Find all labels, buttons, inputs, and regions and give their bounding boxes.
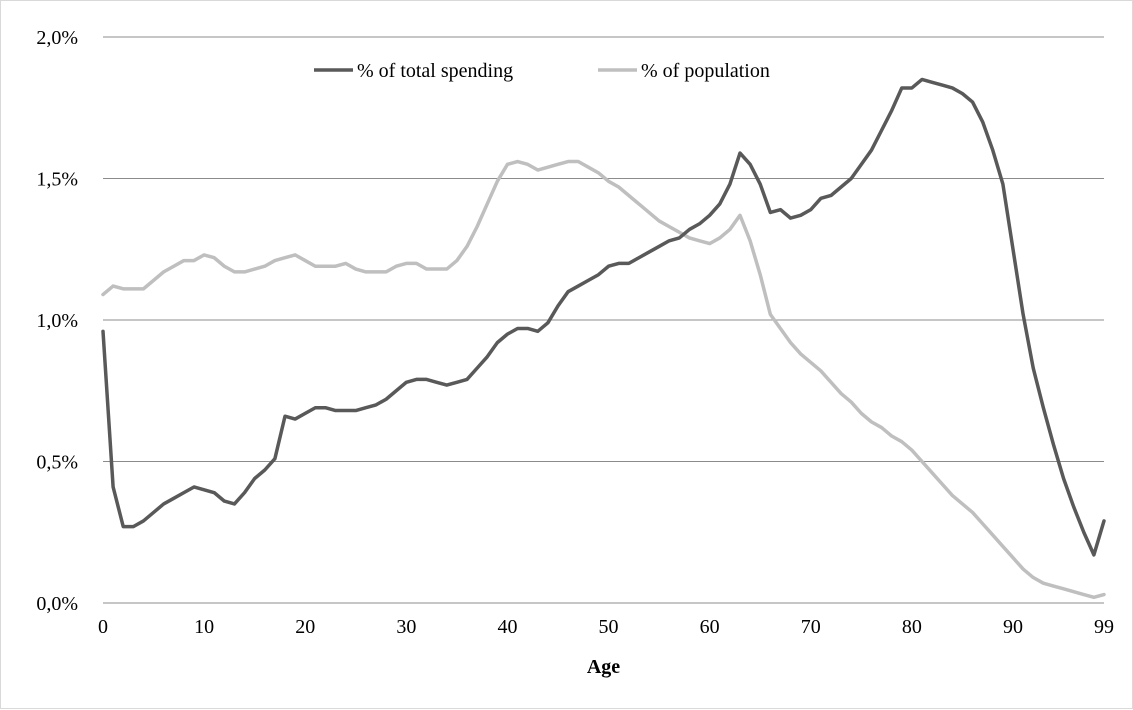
y-tick-label: 0,0% (36, 593, 78, 615)
y-tick-label: 1,0% (36, 310, 78, 332)
x-tick-label: 90 (1003, 616, 1023, 638)
x-tick-label: 10 (194, 616, 214, 638)
x-tick-label: 99 (1094, 616, 1114, 638)
legend-item: % of total spending (314, 60, 513, 82)
legend-item: % of population (598, 60, 770, 82)
x-tick-label: 80 (902, 616, 922, 638)
legend-label: % of total spending (357, 60, 513, 82)
y-tick-labels: 0,0% 0,5% 1,0% 1,5% 2,0% (36, 27, 78, 615)
x-tick-label: 50 (599, 616, 619, 638)
y-tick-label: 0,5% (36, 452, 78, 474)
series-line (101, 159, 1106, 600)
x-axis-title: Age (587, 656, 620, 678)
gridlines (103, 36, 1104, 462)
x-tick-label: 60 (700, 616, 720, 638)
series-lines (101, 77, 1106, 600)
x-tick-label: 40 (497, 616, 517, 638)
y-tick-label: 2,0% (36, 27, 78, 49)
x-tick-labels: 0 10 20 30 40 50 60 70 80 90 99 (98, 616, 1114, 638)
x-tick-label: 0 (98, 616, 108, 638)
legend: % of total spending % of population (314, 60, 770, 82)
series-line (101, 77, 1106, 557)
x-tick-label: 70 (801, 616, 821, 638)
x-tick-label: 30 (396, 616, 416, 638)
x-tick-label: 20 (295, 616, 315, 638)
y-tick-label: 1,5% (36, 169, 78, 191)
legend-label: % of population (641, 60, 770, 82)
